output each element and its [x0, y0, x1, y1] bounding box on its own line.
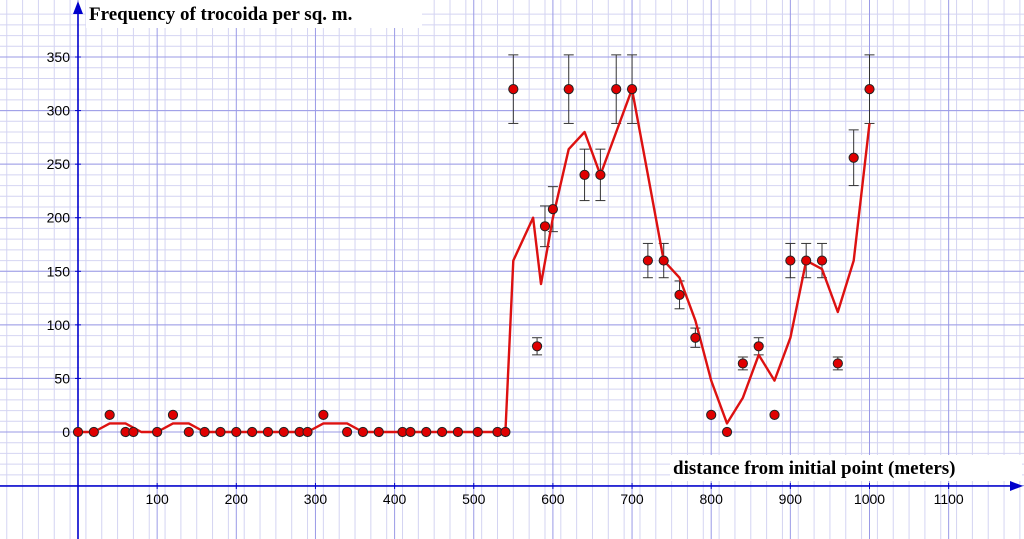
data-point: [472, 426, 483, 438]
y-tick-label: 50: [54, 370, 70, 386]
data-point: [626, 84, 638, 95]
data-point: [436, 426, 448, 438]
data-point: [342, 426, 353, 438]
data-point: [642, 255, 653, 266]
data-point: [753, 341, 764, 352]
data-point: [247, 426, 258, 438]
data-point: [373, 426, 384, 438]
x-tick-label: 500: [462, 491, 486, 507]
data-point: [547, 204, 559, 215]
data-point: [500, 426, 511, 438]
data-point: [405, 426, 416, 438]
x-axis-title: distance from initial point (meters): [673, 458, 956, 479]
data-point: [215, 426, 226, 438]
y-tick-label: 250: [47, 156, 71, 172]
data-point: [690, 332, 701, 343]
data-point: [199, 426, 210, 438]
data-point: [595, 169, 606, 180]
data-point: [658, 255, 669, 266]
xlabel-background: [670, 455, 1022, 481]
data-point: [864, 84, 875, 95]
data-point: [769, 409, 780, 420]
x-tick-label: 600: [541, 491, 565, 507]
error-bars: [508, 54, 875, 371]
data-point: [421, 426, 432, 438]
data-point: [72, 426, 84, 438]
data-point: [721, 426, 733, 438]
y-tick-label: 300: [47, 103, 71, 119]
data-point: [318, 409, 329, 420]
data-point: [539, 221, 551, 232]
data-point: [579, 169, 590, 180]
x-tick-label: 400: [383, 491, 407, 507]
data-point: [848, 152, 859, 163]
data-point: [167, 409, 179, 420]
data-point: [737, 358, 748, 369]
data-point: [563, 84, 574, 95]
x-tick-label: 700: [620, 491, 644, 507]
data-point: [262, 426, 274, 438]
data-point: [531, 341, 543, 352]
y-tick-label: 100: [47, 317, 71, 333]
data-point: [88, 426, 99, 438]
data-point: [674, 289, 685, 300]
x-tick-label: 800: [700, 491, 724, 507]
ylabel-background: [86, 0, 422, 28]
x-tick-label: 1000: [854, 491, 885, 507]
y-tick-label: 350: [47, 49, 71, 65]
data-point: [152, 426, 163, 438]
data-point: [231, 426, 242, 438]
data-point: [706, 409, 717, 420]
data-point: [785, 255, 796, 266]
data-point: [357, 426, 369, 438]
y-tick-label: 150: [47, 263, 71, 279]
data-point: [104, 409, 115, 420]
data-point: [816, 255, 828, 266]
data-point: [183, 426, 194, 438]
trend-line-group: [78, 87, 871, 434]
y-axis-title: Frequency of trocoida per sq. m.: [89, 4, 352, 25]
y-tick-label: 200: [47, 210, 71, 226]
x-tick-label: 300: [304, 491, 328, 507]
tick-labels: 100 200 300 400 500 600 700 800 900 1000 1100 0 50 10…: [47, 49, 964, 507]
data-point: [278, 426, 289, 438]
data-point: [611, 84, 622, 95]
data-point: [508, 84, 519, 95]
data-point: [128, 426, 139, 438]
x-tick-label: 900: [779, 491, 803, 507]
x-tick-label: 100: [145, 491, 169, 507]
data-point: [452, 426, 464, 438]
y-axis-arrow: [73, 1, 83, 14]
x-tick-label: 200: [225, 491, 249, 507]
x-tick-label: 1100: [934, 491, 964, 507]
data-point: [832, 358, 843, 369]
data-point: [801, 255, 812, 266]
x-axis-arrow: [1010, 481, 1023, 491]
data-point: [302, 426, 313, 438]
data-points: [72, 84, 875, 438]
trend-line: [78, 87, 871, 434]
y-tick-label: 0: [62, 424, 70, 440]
